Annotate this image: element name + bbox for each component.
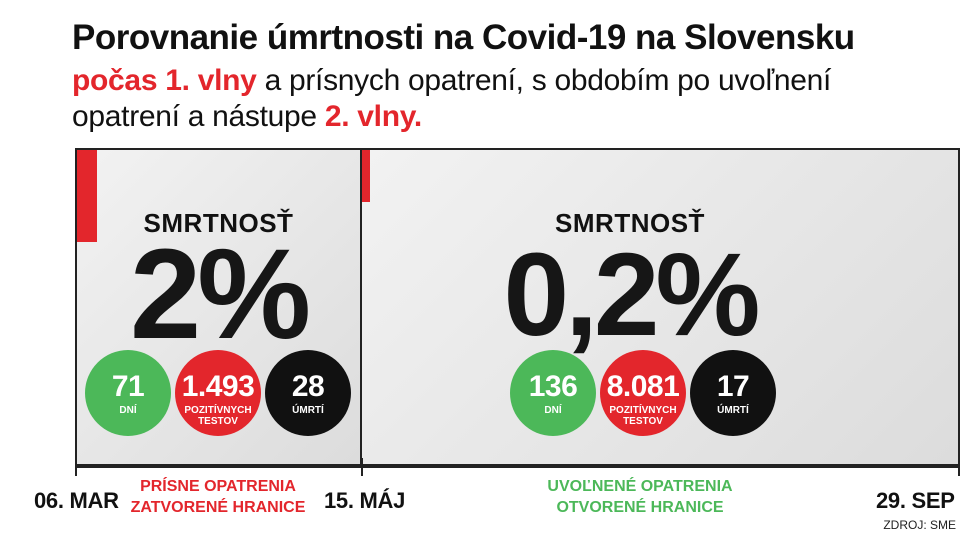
period-panel-wave2: SMRTNOSŤ 0,2% 136 DNÍ 8.081 POZITÍVNYCH … — [362, 148, 960, 466]
positive-tests-circle: 8.081 POZITÍVNYCH TESTOV — [600, 350, 686, 436]
deaths-label: ÚMRTÍ — [292, 405, 324, 416]
timeline-tick — [361, 458, 363, 476]
positive-tests-label-2: TESTOV — [198, 416, 238, 427]
phase-line-1: UVOĽNENÉ OPATRENIA — [547, 478, 733, 495]
timeline-axis — [75, 466, 960, 468]
days-circle: 71 DNÍ — [85, 350, 171, 436]
subtitle-part2: opatrení a nástupe — [72, 100, 325, 133]
timeline-tick — [958, 458, 960, 476]
deaths-value: 17 — [716, 370, 750, 403]
phase-label-wave2: UVOĽNENÉ OPATRENIA OTVORENÉ HRANICE — [540, 476, 740, 518]
subtitle-part1: a prísnych opatrení, s obdobím po uvoľne… — [256, 64, 832, 97]
positive-tests-label-1: POZITÍVNYCH — [609, 405, 677, 416]
positive-tests-circle: 1.493 POZITÍVNYCH TESTOV — [175, 350, 261, 436]
mortality-value: 2% — [130, 223, 311, 366]
mortality-label: SMRTNOSŤ — [555, 208, 705, 238]
deaths-label: ÚMRTÍ — [717, 405, 749, 416]
source-note: ZDROJ: SME — [883, 518, 956, 532]
positive-tests-label-1: POZITÍVNYCH — [184, 405, 252, 416]
phase-label-wave1: PRÍSNE OPATRENIA ZATVORENÉ HRANICE — [130, 476, 306, 518]
deaths-circle: 17 ÚMRTÍ — [690, 350, 776, 436]
period-panel-wave1: SMRTNOSŤ 2% 71 DNÍ 1.493 POZITÍVNYCH TES… — [75, 148, 362, 466]
days-value: 71 — [111, 370, 145, 403]
deaths-value: 28 — [291, 370, 325, 403]
days-label: DNÍ — [119, 405, 137, 416]
phase-line-1: PRÍSNE OPATRENIA — [140, 478, 296, 495]
accent-bar — [362, 150, 370, 202]
days-value: 136 — [528, 370, 578, 403]
positive-tests-value: 1.493 — [181, 370, 255, 403]
phase-line-2: ZATVORENÉ HRANICE — [130, 499, 306, 516]
subtitle-wave2: 2. vlny. — [324, 100, 422, 133]
date-label-end: 29. SEP — [876, 488, 955, 513]
phase-line-2: OTVORENÉ HRANICE — [556, 499, 724, 516]
mortality-label: SMRTNOSŤ — [143, 208, 294, 238]
subtitle-line-2: opatrení a nástupe 2. vlny. — [72, 100, 422, 134]
date-label-start: 06. MAR — [34, 488, 119, 513]
positive-tests-value: 8.081 — [606, 370, 680, 403]
days-label: DNÍ — [544, 405, 562, 416]
timeline-tick — [75, 458, 77, 476]
date-label-mid: 15. MÁJ — [324, 488, 406, 513]
subtitle-line-1: počas 1. vlny a prísnych opatrení, s obd… — [72, 64, 831, 98]
accent-bar — [77, 150, 97, 242]
mortality-value: 0,2% — [503, 229, 761, 361]
subtitle-wave1: počas 1. vlny — [72, 64, 257, 97]
positive-tests-label-2: TESTOV — [623, 416, 663, 427]
days-circle: 136 DNÍ — [510, 350, 596, 436]
deaths-circle: 28 ÚMRTÍ — [265, 350, 351, 436]
chart-title: Porovnanie úmrtnosti na Covid-19 na Slov… — [72, 18, 855, 57]
